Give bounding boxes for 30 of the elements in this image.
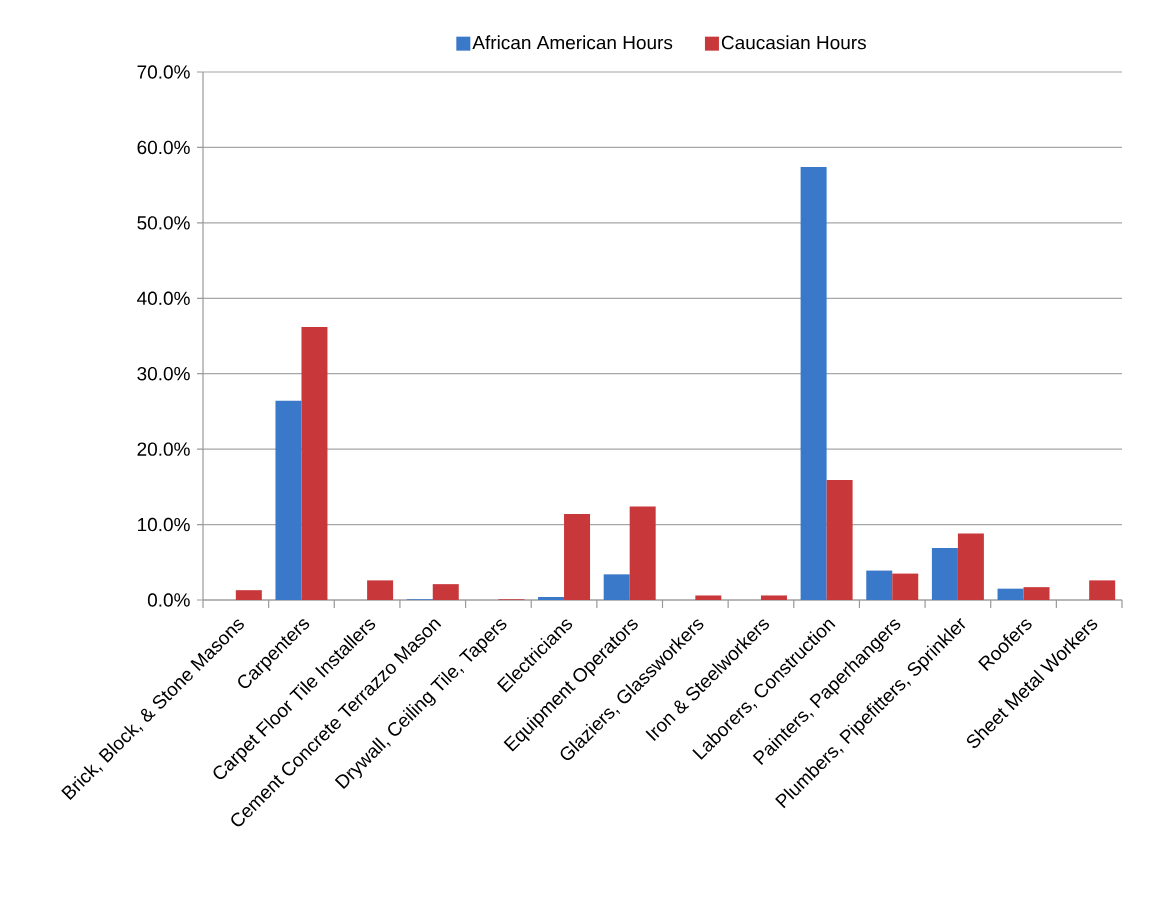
legend-label: African American Hours <box>472 35 673 50</box>
y-tick-label: 40.0% <box>137 291 190 306</box>
bar <box>629 506 656 600</box>
bar <box>826 480 853 600</box>
bar <box>564 514 591 600</box>
bar <box>892 573 919 600</box>
bar <box>538 596 565 600</box>
bar <box>432 584 459 600</box>
y-tick-label: 30.0% <box>137 366 190 381</box>
y-tick-label: 70.0% <box>137 65 190 79</box>
y-tick-label: 50.0% <box>137 216 190 230</box>
legend-label: Caucasian Hours <box>721 35 866 50</box>
bar <box>367 580 394 600</box>
bar <box>1023 587 1050 600</box>
y-tick-label: 0.0% <box>147 593 190 607</box>
bar <box>760 595 787 600</box>
y-tick-label: 60.0% <box>137 140 190 155</box>
bar <box>275 400 302 600</box>
bar <box>866 570 893 600</box>
bar <box>800 167 827 600</box>
bar <box>695 595 722 600</box>
y-tick-label: 20.0% <box>137 442 190 456</box>
bar <box>957 533 984 600</box>
bar <box>931 547 958 600</box>
bar <box>997 588 1024 600</box>
bar <box>235 590 262 600</box>
y-tick-label: 10.0% <box>138 517 190 532</box>
bar <box>603 574 630 600</box>
bar <box>301 326 328 600</box>
bar <box>1089 580 1116 600</box>
